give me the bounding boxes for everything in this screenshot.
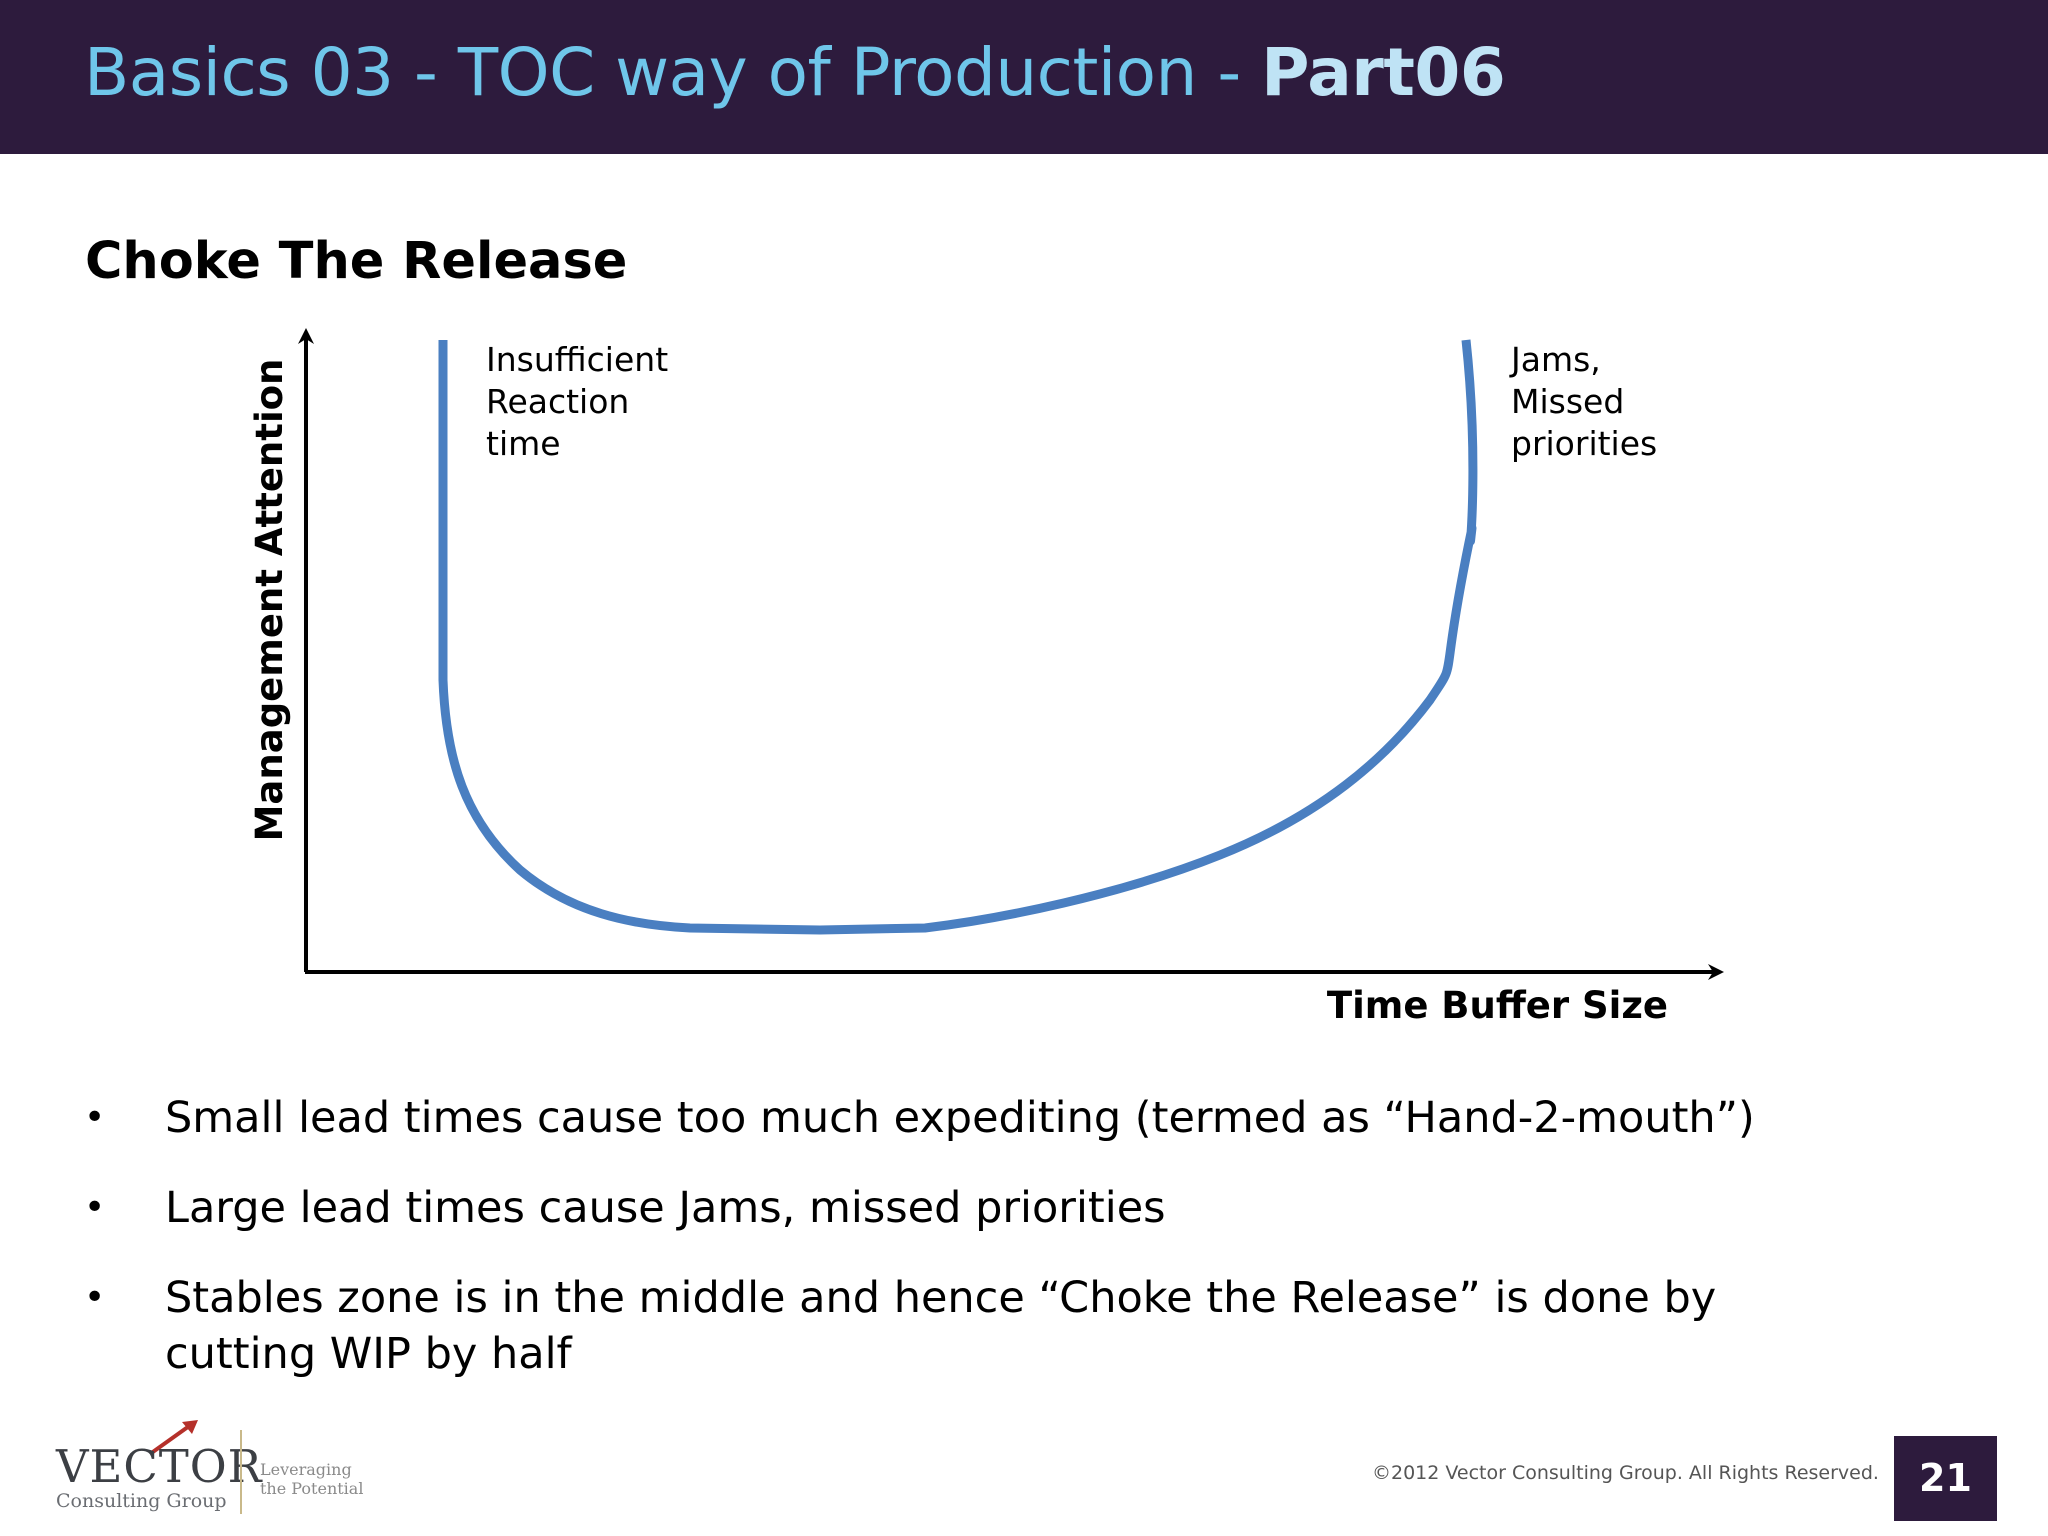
right-annotation-line-3: priorities: [1511, 424, 1657, 463]
logo-tagline-line-2: the Potential: [260, 1479, 364, 1498]
right-annotation-line-1: Jams,: [1509, 340, 1601, 379]
company-logo: VECTOR Consulting Group Leveraging the P…: [54, 1410, 384, 1520]
left-annotation-line-2: Reaction: [486, 382, 629, 421]
u-curve-diagram: Management Attention Time Buffer Size In…: [248, 328, 1724, 1027]
logo-tagline-line-1: Leveraging: [260, 1460, 352, 1479]
page-number: 21: [1894, 1436, 1997, 1521]
logo-arrow-icon: [148, 1420, 198, 1456]
bullet-list: Small lead times cause too much expediti…: [84, 1090, 1784, 1416]
left-annotation-line-1: Insufficient: [486, 340, 668, 379]
bullet-item: Stables zone is in the middle and hence …: [84, 1270, 1784, 1382]
slide-title-part: Part06: [1261, 34, 1506, 111]
bullet-item: Small lead times cause too much expediti…: [84, 1090, 1784, 1146]
left-annotation-line-3: time: [486, 424, 561, 463]
x-axis-label: Time Buffer Size: [1327, 984, 1668, 1027]
slide-title-text: Basics 03 - TOC way of Production -: [84, 34, 1262, 111]
y-axis-label: Management Attention: [248, 359, 291, 842]
right-annotation-line-2: Missed: [1511, 382, 1624, 421]
logo-subtitle: Consulting Group: [56, 1490, 227, 1512]
attention-curve: [438, 339, 1478, 935]
bullet-item: Large lead times cause Jams, missed prio…: [84, 1180, 1784, 1236]
logo-tagline: Leveraging the Potential: [260, 1460, 363, 1498]
copyright-text: ©2012 Vector Consulting Group. All Right…: [1372, 1462, 1879, 1484]
logo-divider: [240, 1430, 242, 1514]
slide-subtitle: Choke The Release: [85, 232, 628, 291]
logo-name: VECTOR: [56, 1440, 263, 1493]
slide-header: Basics 03 - TOC way of Production - Part…: [0, 0, 2048, 154]
slide-title: Basics 03 - TOC way of Production - Part…: [84, 34, 1506, 111]
